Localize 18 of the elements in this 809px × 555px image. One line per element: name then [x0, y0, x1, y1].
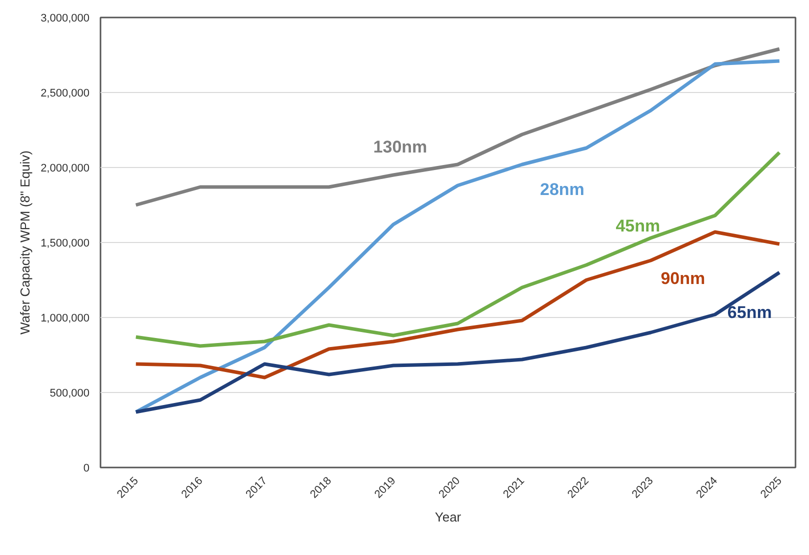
y-tick-label: 2,000,000	[40, 162, 90, 174]
y-tick-label: 0	[83, 462, 90, 474]
series-label: 65nm	[727, 303, 772, 322]
series-label: 130nm	[373, 138, 428, 156]
line-series	[134, 230, 782, 380]
y-tick-label: 2,500,000	[40, 88, 90, 100]
x-axis-title: Year	[434, 509, 462, 524]
line-series	[134, 59, 782, 414]
line-series	[134, 47, 782, 207]
y-axis-title: Wafer Capacity WPM (8" Equiv)	[18, 150, 33, 335]
series-label: 90nm	[660, 269, 706, 288]
line-series	[134, 270, 782, 414]
series-label: 45nm	[616, 216, 660, 236]
y-tick-label: 1,500,000	[40, 238, 90, 250]
y-tick-label: 3,000,000	[40, 12, 90, 24]
series-label: 28nm	[540, 180, 584, 199]
y-tick-label: 500,000	[50, 388, 90, 400]
y-tick-label: 1,000,000	[40, 312, 90, 324]
